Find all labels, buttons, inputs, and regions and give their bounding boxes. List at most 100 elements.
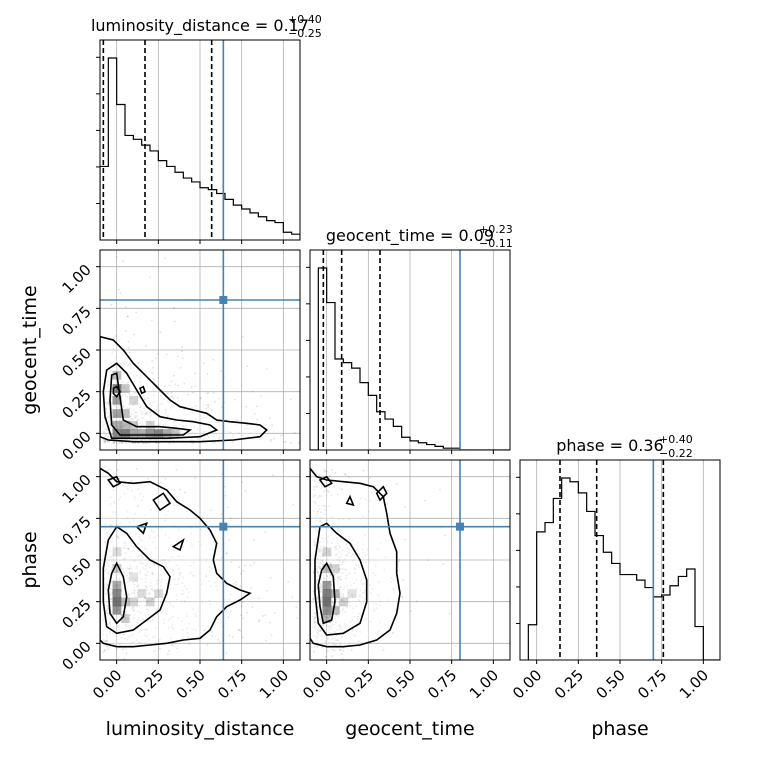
panel-luminosity-distance-vs-phase-sample-point <box>155 641 158 643</box>
panel-geocent-time-vs-phase-sample-point <box>347 597 350 599</box>
panel-luminosity-distance-vs-phase-sample-point <box>167 549 170 551</box>
panel-luminosity-distance-vs-phase-sample-point <box>146 570 149 573</box>
panel-geocent-time-vs-phase-sample-point <box>383 568 386 571</box>
panel-luminosity-distance-vs-geocent-time-sample-point <box>139 428 141 431</box>
panel-luminosity-distance-vs-geocent-time-sample-point <box>103 430 105 433</box>
panel-geocent-time-vs-phase-sample-point <box>312 495 315 498</box>
panel-luminosity-distance-vs-phase-contour-level <box>107 475 122 488</box>
panel-geocent-time-vs-phase-sample-point <box>351 629 354 632</box>
panel-geocent-time-vs-phase-sample-point <box>357 641 359 644</box>
hist-luminosity-distance-panel <box>96 39 301 244</box>
panel-luminosity-distance-vs-geocent-time-sample-point <box>166 400 169 403</box>
panel-geocent-time-vs-phase-sample-point <box>322 615 325 618</box>
panel-geocent-time-vs-phase-sample-point <box>319 567 322 570</box>
panel-luminosity-distance-vs-geocent-time-sample-point <box>128 392 131 395</box>
panel-luminosity-distance-vs-phase-sample-point <box>229 517 232 520</box>
panel-luminosity-distance-vs-geocent-time-sample-point <box>119 425 122 428</box>
panel-geocent-time-vs-phase-sample-point <box>313 554 316 557</box>
panel-luminosity-distance-vs-phase-sample-point <box>115 568 118 571</box>
panel-geocent-time-vs-phase-sample-point <box>331 638 334 640</box>
panel-luminosity-distance-vs-phase-sample-point <box>105 639 108 642</box>
panel-luminosity-distance-vs-phase-sample-point <box>258 597 260 600</box>
panel-geocent-time-vs-phase-sample-point <box>322 555 325 557</box>
panel-geocent-time-vs-phase-sample-point <box>321 552 324 555</box>
panel-luminosity-distance-vs-phase-sample-point <box>157 534 160 537</box>
hist-phase-steps <box>527 477 720 660</box>
panel-luminosity-distance-vs-phase-sample-point <box>148 610 151 613</box>
panel-luminosity-distance-vs-geocent-time-sample-point <box>165 409 168 412</box>
panel-luminosity-distance-vs-phase-sample-point <box>253 561 255 564</box>
panel-luminosity-distance-vs-phase-sample-point <box>238 629 241 631</box>
panel-luminosity-distance-vs-geocent-time-sample-point <box>174 424 177 427</box>
panel-luminosity-distance-vs-geocent-time-sample-point <box>164 385 166 388</box>
panel-geocent-time-vs-phase-sample-point <box>339 648 342 651</box>
panel-luminosity-distance-vs-phase-sample-point <box>127 547 129 550</box>
panel-luminosity-distance-vs-phase-sample-point <box>105 639 107 642</box>
panel-geocent-time-vs-phase-sample-point <box>328 572 331 574</box>
panel-geocent-time-vs-phase-sample-point <box>314 616 317 619</box>
panel-luminosity-distance-vs-geocent-time-sample-point <box>133 333 135 336</box>
panel-geocent-time-vs-phase-sample-point <box>341 549 344 552</box>
panel-luminosity-distance-vs-phase-sample-point <box>119 522 122 525</box>
panel-geocent-time-vs-phase-sample-point <box>364 534 367 536</box>
panel-luminosity-distance-vs-geocent-time-sample-point <box>115 356 117 359</box>
panel-geocent-time-vs-phase-sample-point <box>320 629 322 631</box>
panel-luminosity-distance-vs-geocent-time-sample-point <box>137 415 139 417</box>
panel-luminosity-distance-vs-geocent-time-sample-point <box>102 432 105 434</box>
panel-geocent-time-vs-phase-sample-point <box>362 515 364 518</box>
panel-luminosity-distance-vs-phase-sample-point <box>160 581 163 584</box>
panel-geocent-time-vs-phase-sample-point <box>338 577 340 580</box>
title-phase-minus: −0.22 <box>659 447 693 460</box>
panel-luminosity-distance-vs-phase-sample-point <box>151 619 154 622</box>
panel-luminosity-distance-vs-phase-sample-point <box>110 580 113 583</box>
panel-luminosity-distance-vs-geocent-time-sample-point <box>159 331 162 334</box>
panel-luminosity-distance-vs-geocent-time-sample-point <box>204 416 207 419</box>
panel-geocent-time-vs-phase-sample-point <box>324 577 326 580</box>
panel-luminosity-distance-vs-geocent-time-sample-point <box>251 390 254 393</box>
panel-geocent-time-vs-phase-sample-point <box>336 639 339 642</box>
panel-luminosity-distance-vs-geocent-time-sample-point <box>153 424 155 427</box>
panel-luminosity-distance-vs-geocent-time-sample-point <box>248 432 251 435</box>
panel-luminosity-distance-vs-phase-sample-point <box>136 585 138 588</box>
panel-geocent-time-vs-phase-sample-point <box>364 498 367 501</box>
panel-luminosity-distance-vs-phase-sample-point <box>117 536 120 539</box>
panel-geocent-time-vs-phase-sample-point <box>336 553 338 555</box>
panel-geocent-time-vs-phase-sample-point <box>337 576 340 579</box>
panel-luminosity-distance-vs-phase-sample-point <box>115 635 118 638</box>
panel-luminosity-distance-vs-phase-sample-point <box>150 597 153 600</box>
panel-luminosity-distance-vs-phase-sample-point <box>133 580 136 583</box>
panel-luminosity-distance-vs-geocent-time-sample-point <box>245 405 248 408</box>
panel-geocent-time-vs-phase-sample-point <box>344 625 347 628</box>
panel-geocent-time-vs-phase-sample-point <box>448 612 451 615</box>
panel-luminosity-distance-vs-phase-sample-point <box>138 589 141 592</box>
panel-luminosity-distance-vs-phase-sample-point <box>124 557 126 560</box>
panel-luminosity-distance-vs-phase-sample-point <box>142 593 145 596</box>
panel-luminosity-distance-vs-geocent-time-sample-point <box>147 427 150 429</box>
panel-geocent-time-vs-phase-sample-point <box>343 473 346 475</box>
panel-geocent-time-vs-phase-sample-point <box>324 655 327 658</box>
panel-luminosity-distance-vs-geocent-time-sample-point <box>196 437 199 440</box>
panel-luminosity-distance-vs-phase-sample-point <box>200 528 202 531</box>
panel-geocent-time-vs-phase-sample-point <box>377 581 380 583</box>
panel-geocent-time-vs-phase-sample-point <box>341 572 344 575</box>
panel-luminosity-distance-vs-phase-sample-point <box>106 633 108 636</box>
panel-luminosity-distance-vs-geocent-time-sample-point <box>279 434 282 437</box>
panel-geocent-time-vs-phase-sample-point <box>321 553 324 556</box>
panel-geocent-time-vs-phase-sample-point <box>361 548 364 551</box>
panel-geocent-time-vs-phase-sample-point <box>315 570 318 573</box>
panel-luminosity-distance-vs-phase-sample-point <box>133 592 136 594</box>
panel-luminosity-distance-vs-phase-sample-point <box>144 568 147 570</box>
panel-luminosity-distance-vs-phase-sample-point <box>148 639 150 641</box>
panel-geocent-time-vs-phase-sample-point <box>315 597 318 599</box>
panel-luminosity-distance-vs-geocent-time-sample-point <box>134 438 137 441</box>
panel-luminosity-distance-vs-phase-sample-point <box>144 577 147 580</box>
panel-luminosity-distance-vs-geocent-time-sample-point <box>149 402 152 405</box>
panel-luminosity-distance-vs-phase-sample-point <box>130 634 133 637</box>
panel-luminosity-distance-vs-phase-sample-point <box>192 574 195 577</box>
panel-luminosity-distance-vs-phase-sample-point <box>167 510 170 512</box>
panel-geocent-time-vs-phase-sample-point <box>330 562 332 565</box>
panel-luminosity-distance-vs-phase-sample-point <box>149 536 151 539</box>
panel-luminosity-distance-vs-phase-sample-point <box>194 476 197 479</box>
panel-luminosity-distance-vs-phase-sample-point <box>174 583 177 586</box>
panel-geocent-time-vs-phase-sample-point <box>336 580 339 583</box>
